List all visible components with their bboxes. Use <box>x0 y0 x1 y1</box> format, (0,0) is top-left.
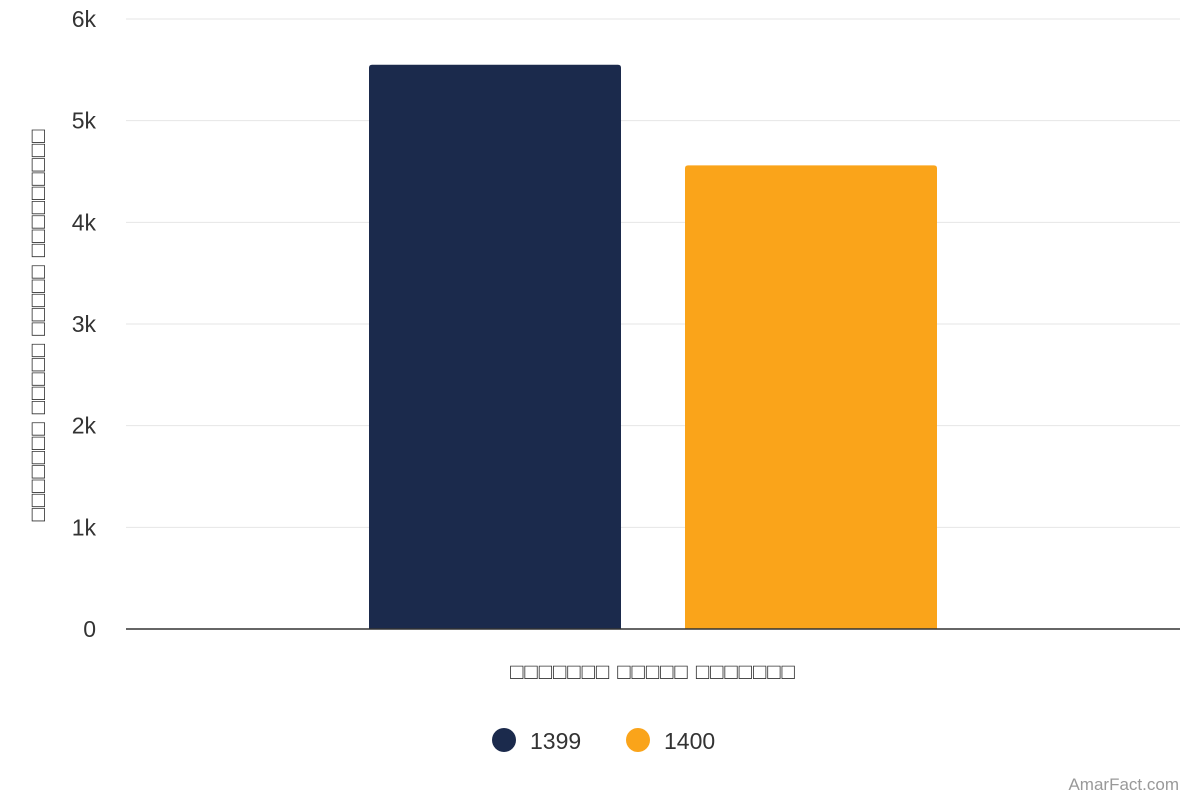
credit-text[interactable]: AmarFact.com <box>1068 775 1179 794</box>
bar-1400[interactable] <box>685 165 937 629</box>
legend-item-1400[interactable]: 1400 <box>626 728 715 754</box>
y-axis-title: □□□□□□□ □□□□□ □□□□□ □□□□□□□□□ <box>25 129 50 522</box>
y-tick-label: 2k <box>72 413 97 439</box>
y-tick-label: 6k <box>72 6 97 32</box>
y-tick-label: 5k <box>72 108 97 134</box>
y-axis-ticks: 0 1k 2k 3k 4k 5k 6k <box>72 6 97 642</box>
y-tick-label: 0 <box>83 616 96 642</box>
legend-marker <box>492 728 516 752</box>
legend-label: 1400 <box>664 728 715 754</box>
bars <box>369 64 937 629</box>
gridlines <box>126 18 1180 528</box>
y-tick-label: 3k <box>72 311 97 337</box>
legend: 1399 1400 <box>492 728 715 754</box>
legend-item-1399[interactable]: 1399 <box>492 728 581 754</box>
legend-marker <box>626 728 650 752</box>
bar-1399[interactable] <box>369 64 621 629</box>
y-tick-label: 1k <box>72 514 97 540</box>
x-axis-title: □□□□□□□ □□□□□ □□□□□□□ <box>510 659 796 684</box>
legend-label: 1399 <box>530 728 581 754</box>
y-tick-label: 4k <box>72 209 97 235</box>
